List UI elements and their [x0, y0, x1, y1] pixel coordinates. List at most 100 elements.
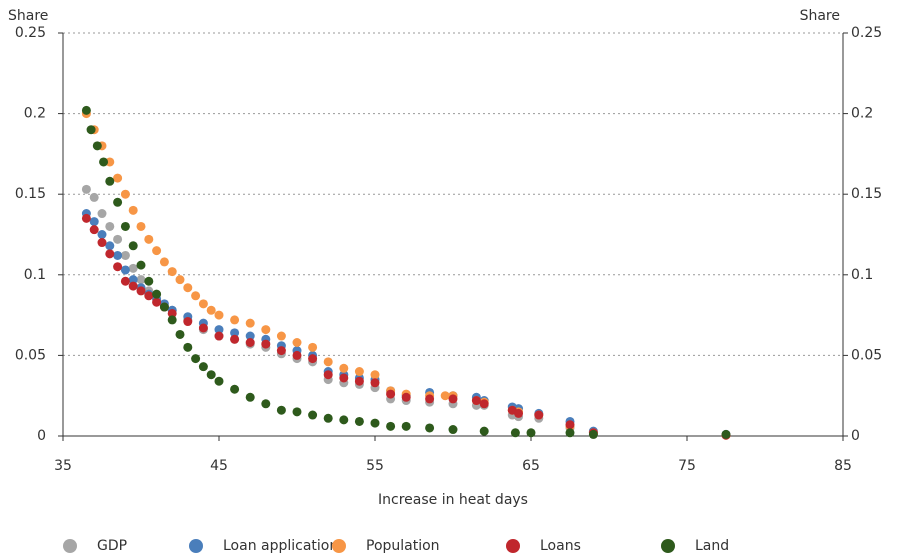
point — [292, 350, 302, 360]
point — [86, 125, 96, 135]
point — [292, 338, 302, 348]
point — [292, 407, 302, 417]
point — [354, 367, 364, 377]
point — [448, 425, 458, 435]
point — [136, 221, 146, 231]
point — [425, 394, 435, 404]
y-axis-label: Share — [8, 8, 48, 24]
point — [128, 275, 138, 285]
point — [323, 370, 333, 380]
point — [97, 230, 107, 239]
y-tick-label: 0.15 — [15, 186, 46, 202]
y2-axis-label: Share — [800, 8, 840, 24]
legend-marker — [189, 539, 203, 553]
point — [120, 250, 130, 260]
point — [175, 275, 185, 285]
point — [276, 346, 286, 356]
point — [120, 276, 130, 286]
point — [261, 399, 271, 409]
point — [120, 189, 130, 199]
point — [526, 428, 536, 438]
x-tick-label: 55 — [366, 458, 384, 474]
point — [308, 410, 318, 420]
point — [261, 339, 271, 349]
legend-marker — [661, 539, 675, 553]
point — [81, 213, 91, 223]
y-tick-label: 0.1 — [24, 267, 46, 283]
y-tick-label: 0.05 — [15, 347, 46, 363]
x-axis-label: Increase in heat days — [378, 492, 528, 508]
point — [89, 217, 99, 227]
point — [128, 263, 138, 273]
point — [308, 354, 318, 364]
point — [230, 315, 240, 325]
y2-tick-label: 0.1 — [851, 267, 873, 283]
point — [245, 331, 255, 341]
point — [105, 241, 115, 251]
point — [105, 249, 115, 259]
point — [113, 197, 123, 207]
point — [191, 291, 201, 301]
point — [113, 173, 123, 183]
point — [128, 241, 138, 251]
legend-label: Land — [695, 538, 729, 554]
point — [323, 413, 333, 423]
legend-label: Loans — [540, 538, 581, 554]
x-tick-label: 45 — [210, 458, 228, 474]
point — [183, 342, 193, 352]
point — [245, 392, 255, 402]
point — [120, 265, 130, 275]
point — [198, 362, 208, 372]
point — [97, 238, 107, 248]
y-tick-label: 0 — [37, 428, 46, 444]
point — [534, 410, 544, 420]
point — [105, 221, 115, 231]
point — [370, 418, 380, 428]
point — [183, 317, 193, 327]
point — [105, 176, 115, 186]
point — [323, 357, 333, 367]
point — [175, 329, 185, 339]
point — [113, 234, 123, 244]
point — [167, 308, 177, 318]
y2-tick-label: 0.25 — [851, 25, 882, 41]
point — [510, 428, 520, 438]
x-tick-label: 35 — [54, 458, 72, 474]
point — [308, 342, 318, 352]
point — [588, 429, 598, 439]
point — [167, 315, 177, 325]
point — [261, 325, 271, 335]
point — [136, 286, 146, 296]
point — [206, 305, 216, 315]
y-tick-label: 0.2 — [24, 106, 46, 122]
point — [89, 192, 99, 202]
legend-label: Population — [366, 538, 440, 554]
point — [245, 318, 255, 328]
point — [339, 415, 349, 425]
point — [565, 420, 575, 430]
point — [120, 221, 130, 231]
point — [144, 234, 154, 244]
point — [206, 370, 216, 380]
point — [136, 275, 146, 285]
legend-label: Loan applications — [223, 538, 346, 554]
point — [159, 257, 169, 267]
x-tick-label: 75 — [678, 458, 696, 474]
point — [81, 184, 91, 194]
legend-marker — [506, 539, 520, 553]
point — [230, 334, 240, 344]
point — [514, 408, 524, 418]
y2-tick-label: 0 — [851, 428, 860, 444]
point — [565, 428, 575, 438]
legend-label: GDP — [97, 538, 127, 554]
point — [183, 283, 193, 293]
point — [97, 209, 107, 219]
point — [105, 157, 115, 167]
point — [401, 421, 411, 431]
point — [471, 396, 481, 406]
point — [152, 297, 162, 307]
point — [152, 246, 162, 256]
point — [230, 384, 240, 394]
